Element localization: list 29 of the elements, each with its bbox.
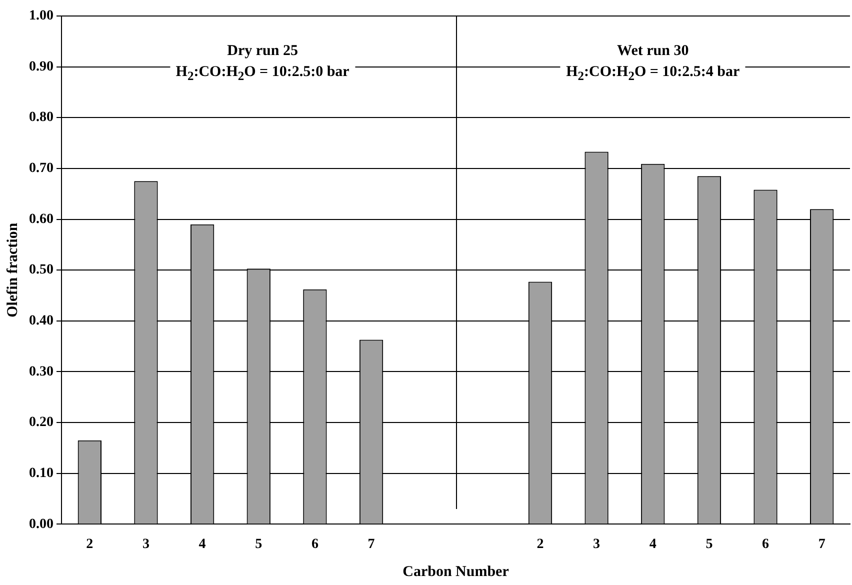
y-axis-title: Olefin fraction <box>4 222 21 318</box>
annotation: H$_{2}$:CO:H$_{2}$O = 10:2.5:0 bar <box>176 63 350 86</box>
y-tick-label: 0.70 <box>29 161 54 176</box>
x-tick-label: 6 <box>762 537 770 552</box>
x-tick-label: 5 <box>706 537 713 552</box>
x-tick-label: 4 <box>649 537 656 552</box>
y-tick-label: 0.10 <box>29 466 54 481</box>
x-tick-label: 7 <box>368 537 375 552</box>
x-tick-label: 6 <box>311 537 318 552</box>
y-tick-label: 0.40 <box>29 314 54 329</box>
annotation: Wet run 30 <box>616 42 690 62</box>
y-tick-label: 1.00 <box>29 8 54 24</box>
x-tick-label: 2 <box>86 537 94 552</box>
y-tick-label: 0.20 <box>29 415 54 430</box>
y-tick-label: 0.90 <box>29 59 54 74</box>
y-tick-label: 0.00 <box>29 516 54 532</box>
x-tick-label: 3 <box>593 537 600 552</box>
annotation: H$_{2}$:CO:H$_{2}$O = 10:2.5:4 bar <box>566 63 740 86</box>
y-tick-label: 0.60 <box>29 212 54 227</box>
x-tick-label: 2 <box>536 537 544 552</box>
x-tick-label: 4 <box>198 537 206 552</box>
x-tick-label: 3 <box>142 537 150 552</box>
annotation: Dry run 25 <box>226 42 299 62</box>
x-axis-title: Carbon Number <box>402 564 510 580</box>
y-tick-label: 0.80 <box>29 110 54 126</box>
x-tick-label: 5 <box>255 537 262 552</box>
x-tick-label: 7 <box>818 537 826 552</box>
y-tick-label: 0.50 <box>29 262 54 278</box>
y-tick-label: 0.30 <box>29 364 54 380</box>
